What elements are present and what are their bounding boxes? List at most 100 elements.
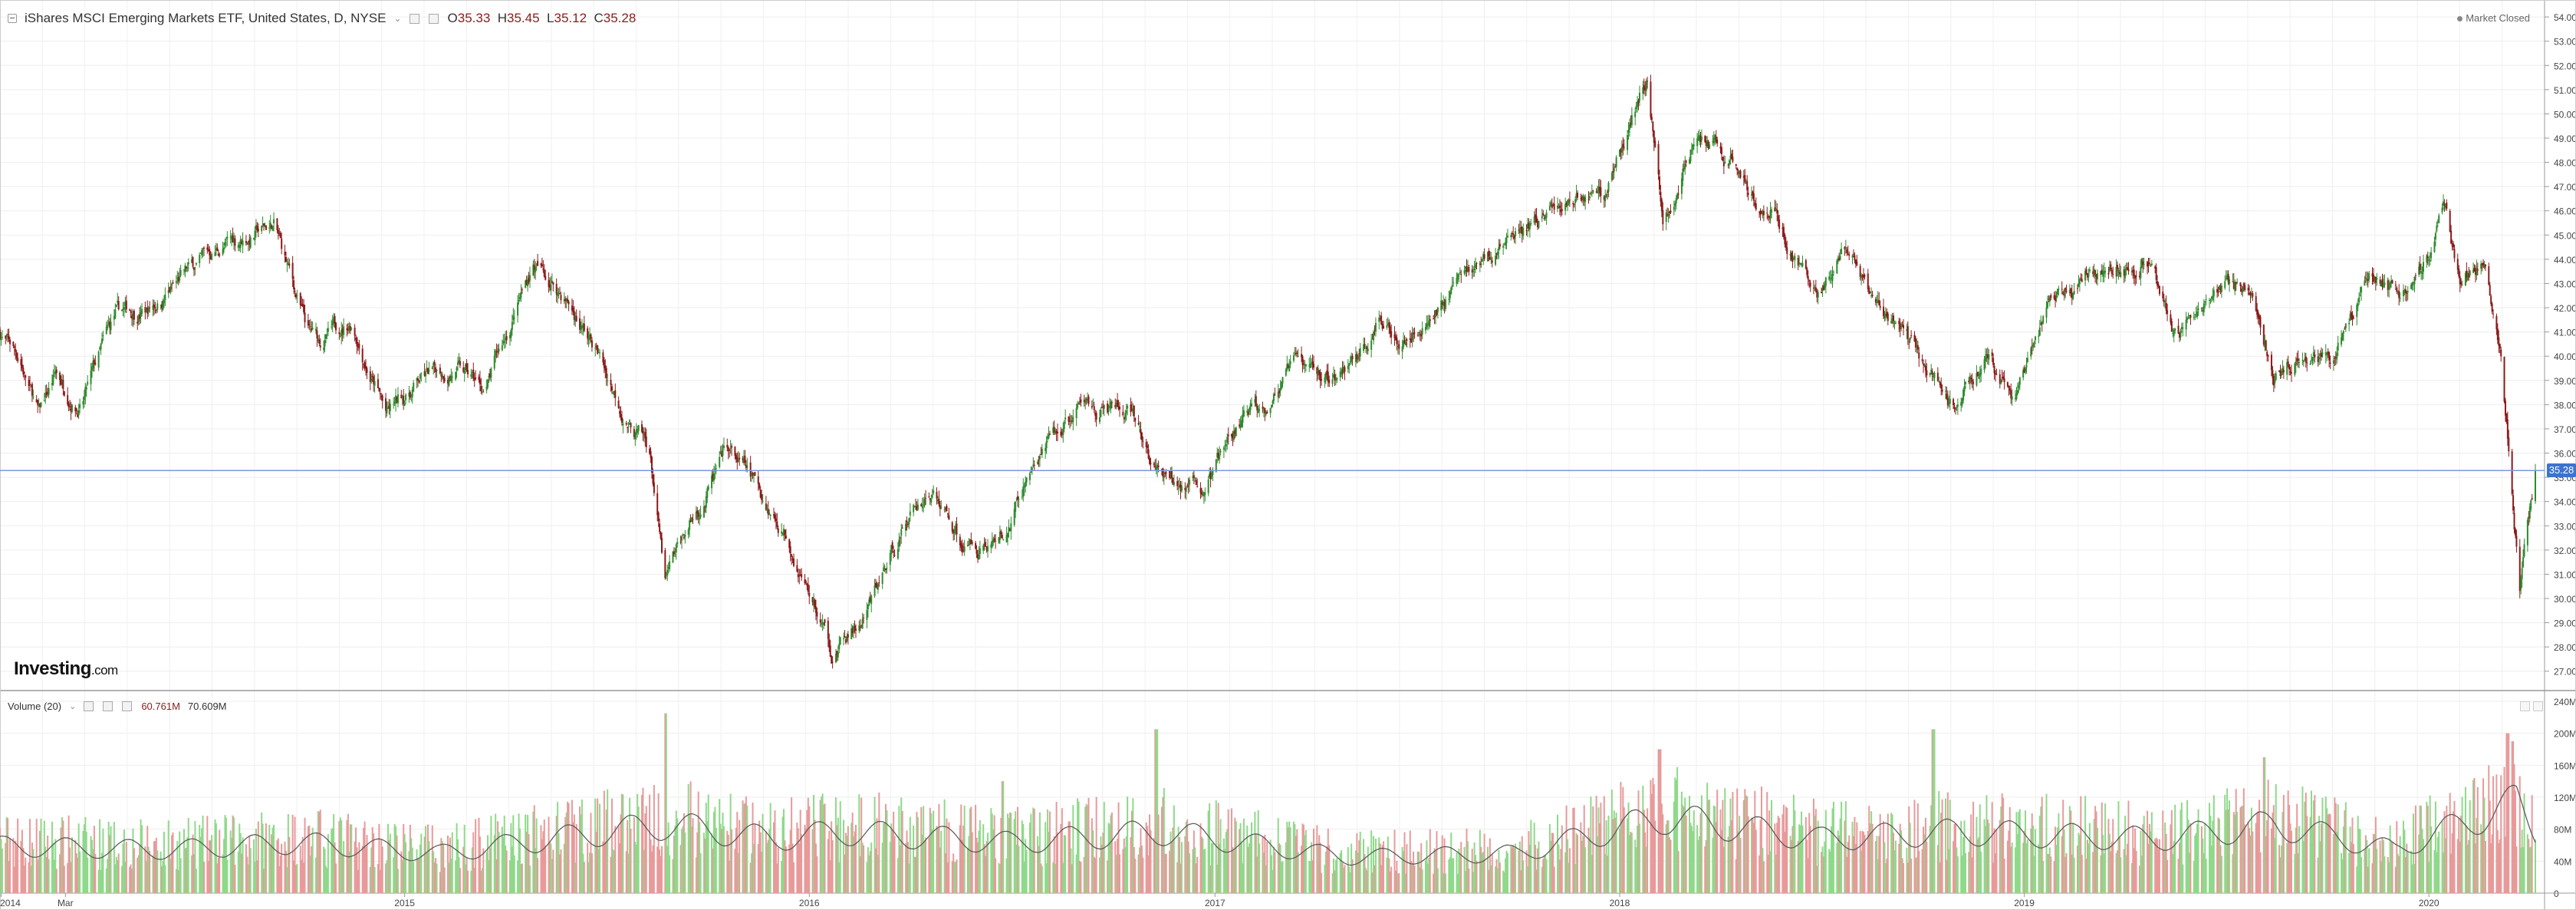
- volume-bar: [1023, 862, 1025, 893]
- candle-body: [47, 392, 49, 394]
- volume-bar: [1890, 813, 1893, 893]
- volume-bar: [433, 862, 436, 893]
- volume-bar: [319, 809, 321, 893]
- volume-bar: [986, 833, 989, 893]
- volume-bar: [246, 856, 248, 893]
- volume-bar: [893, 811, 895, 893]
- volume-bar: [1239, 823, 1242, 893]
- volume-bar: [1164, 853, 1166, 893]
- volume-bar: [661, 846, 663, 893]
- volume-bar: [2084, 796, 2087, 893]
- volume-bar: [583, 862, 585, 893]
- volume-bar: [2240, 806, 2242, 893]
- candle-body: [279, 232, 281, 239]
- candle-body: [501, 345, 503, 351]
- volume-bar: [712, 812, 715, 893]
- candle-body: [2118, 272, 2120, 275]
- volume-bar: [1018, 846, 1020, 893]
- candle-body: [2182, 327, 2184, 329]
- candle-body: [2262, 325, 2265, 345]
- volume-bar: [2025, 843, 2028, 893]
- candle-body: [735, 454, 737, 460]
- volume-bar: [1257, 809, 1259, 893]
- volume-bar: [814, 819, 816, 893]
- candle-body: [1351, 355, 1354, 360]
- volume-bar: [254, 862, 256, 893]
- candle-body: [1023, 485, 1025, 488]
- volume-bar: [247, 864, 249, 893]
- candle-body: [2410, 284, 2413, 289]
- candle-body: [2459, 276, 2461, 285]
- volume-bar: [667, 822, 669, 893]
- candle-body: [2130, 271, 2133, 273]
- candle-body: [428, 369, 430, 372]
- volume-bar: [975, 804, 977, 893]
- candle-body: [1443, 302, 1445, 305]
- candle-body: [1025, 481, 1027, 487]
- candle-body: [813, 599, 815, 605]
- candle-body: [1216, 453, 1219, 458]
- candle-body: [1893, 322, 1896, 324]
- candle-body: [1212, 470, 1214, 475]
- volume-bar: [1037, 836, 1039, 893]
- volume-bar: [838, 862, 841, 893]
- volume-bar: [1595, 796, 1597, 893]
- candle-body: [1339, 371, 1341, 378]
- candle-body: [1916, 345, 1918, 347]
- volume-bar: [425, 826, 427, 893]
- candle-body: [1986, 354, 1989, 358]
- candle-body: [35, 399, 38, 403]
- candle-body: [784, 529, 786, 535]
- candle-body: [457, 362, 459, 365]
- volume-bar: [2390, 842, 2393, 893]
- volume-bar: [1689, 823, 1692, 893]
- volume-bar: [1876, 836, 1878, 893]
- candle-body: [1133, 405, 1135, 417]
- volume-bar: [1410, 861, 1413, 893]
- volume-bar: [2274, 837, 2276, 893]
- volume-bar: [206, 816, 209, 893]
- volume-bar: [951, 861, 953, 893]
- candle-body: [2163, 300, 2165, 303]
- candle-body: [338, 331, 341, 335]
- candle-body: [132, 313, 134, 320]
- volume-bar: [1735, 859, 1737, 893]
- volume-bar: [1899, 823, 1901, 893]
- candle-body: [2368, 273, 2370, 280]
- volume-bar: [1573, 807, 1575, 893]
- candle-body: [2010, 390, 2012, 399]
- volume-bar: [1929, 826, 1931, 893]
- candle-body: [734, 447, 736, 456]
- candle-body: [1403, 340, 1406, 344]
- volume-bar: [2150, 831, 2152, 893]
- volume-bar: [1789, 836, 1791, 893]
- volume-bar: [548, 841, 551, 893]
- candle-body: [587, 338, 590, 341]
- candle-body: [2158, 285, 2160, 295]
- volume-bar: [1985, 795, 1988, 893]
- volume-bar: [1348, 866, 1351, 893]
- volume-bar: [209, 840, 211, 893]
- volume-bar: [154, 841, 156, 893]
- volume-bar: [746, 805, 748, 893]
- candle-body: [1389, 326, 1391, 334]
- volume-bar: [1393, 829, 1396, 893]
- volume-bar: [2406, 843, 2408, 893]
- candle-body: [1287, 364, 1289, 369]
- volume-bar: [1411, 862, 1413, 893]
- candle-body: [502, 341, 505, 344]
- candle-body: [1844, 246, 1846, 249]
- volume-bar: [60, 827, 62, 893]
- volume-bar: [191, 855, 193, 893]
- candle-body: [2240, 288, 2242, 292]
- candle-body: [475, 377, 477, 380]
- volume-bar: [2088, 823, 2091, 893]
- volume-bar: [1212, 843, 1214, 893]
- candle-body: [185, 266, 187, 269]
- candle-body: [1122, 411, 1124, 416]
- candle-body: [1466, 266, 1469, 270]
- volume-bar: [1472, 872, 1475, 893]
- volume-bar: [164, 865, 166, 893]
- volume-bar: [816, 856, 818, 893]
